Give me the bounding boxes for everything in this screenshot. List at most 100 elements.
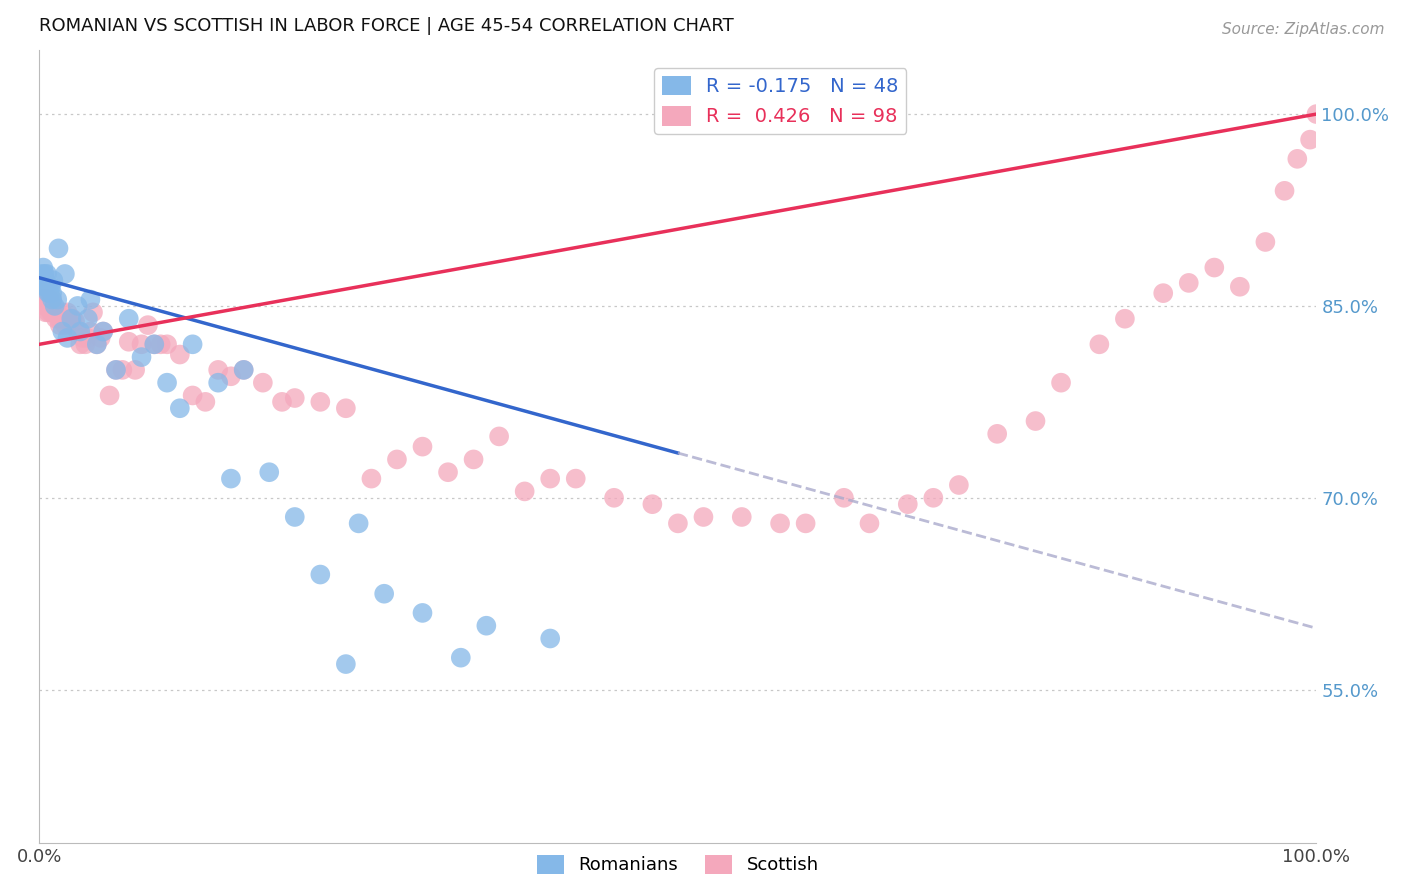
Point — [34, 267, 56, 281]
Point — [41, 293, 63, 307]
Point — [51, 305, 73, 319]
Point — [1152, 286, 1174, 301]
Point — [69, 325, 91, 339]
Point — [91, 325, 114, 339]
Point — [488, 429, 510, 443]
Point — [149, 337, 172, 351]
Point — [66, 325, 89, 339]
Point — [641, 497, 664, 511]
Point — [44, 305, 66, 319]
Point — [60, 311, 83, 326]
Legend: Romanians, Scottish: Romanians, Scottish — [530, 848, 827, 881]
Point — [35, 279, 58, 293]
Point — [42, 273, 65, 287]
Point — [46, 305, 69, 319]
Point — [75, 337, 97, 351]
Point — [56, 305, 79, 319]
Point — [46, 293, 69, 307]
Point — [59, 314, 82, 328]
Point — [37, 299, 59, 313]
Point — [1088, 337, 1111, 351]
Point — [48, 241, 70, 255]
Point — [41, 286, 63, 301]
Point — [257, 465, 280, 479]
Point — [79, 325, 101, 339]
Point — [1114, 311, 1136, 326]
Point — [79, 293, 101, 307]
Point — [437, 465, 460, 479]
Point — [39, 305, 62, 319]
Point — [38, 286, 60, 301]
Point — [603, 491, 626, 505]
Point — [32, 293, 55, 307]
Point — [284, 510, 307, 524]
Point — [373, 587, 395, 601]
Point — [335, 657, 357, 671]
Point — [232, 363, 254, 377]
Point — [34, 299, 56, 313]
Point — [72, 331, 94, 345]
Point — [32, 286, 55, 301]
Point — [463, 452, 485, 467]
Point — [897, 497, 920, 511]
Point — [219, 369, 242, 384]
Point — [986, 426, 1008, 441]
Point — [39, 299, 62, 313]
Point — [169, 347, 191, 361]
Point — [31, 293, 53, 307]
Point — [207, 363, 229, 377]
Point — [41, 293, 63, 307]
Point — [42, 305, 65, 319]
Point — [271, 395, 294, 409]
Point — [35, 279, 58, 293]
Point — [1204, 260, 1226, 275]
Point — [335, 401, 357, 416]
Point — [1305, 107, 1327, 121]
Point — [49, 311, 72, 326]
Point — [44, 299, 66, 313]
Point — [48, 311, 70, 326]
Point — [53, 267, 76, 281]
Point — [832, 491, 855, 505]
Point — [411, 440, 433, 454]
Text: ROMANIAN VS SCOTTISH IN LABOR FORCE | AGE 45-54 CORRELATION CHART: ROMANIAN VS SCOTTISH IN LABOR FORCE | AG… — [39, 17, 734, 35]
Point — [131, 350, 153, 364]
Point — [37, 286, 59, 301]
Point — [284, 391, 307, 405]
Point — [347, 516, 370, 531]
Point — [131, 337, 153, 351]
Point — [32, 260, 55, 275]
Point — [37, 305, 59, 319]
Point — [104, 363, 127, 377]
Point — [31, 267, 53, 281]
Point — [858, 516, 880, 531]
Point — [309, 395, 332, 409]
Point — [143, 337, 166, 351]
Point — [124, 363, 146, 377]
Point — [55, 311, 77, 326]
Point — [731, 510, 754, 524]
Point — [1274, 184, 1296, 198]
Point — [769, 516, 792, 531]
Point — [666, 516, 689, 531]
Point — [475, 618, 498, 632]
Point — [1254, 235, 1277, 249]
Point — [49, 318, 72, 332]
Point — [53, 318, 76, 332]
Point — [118, 311, 141, 326]
Point — [156, 376, 179, 390]
Point — [60, 318, 83, 332]
Point — [34, 279, 56, 293]
Point — [1286, 152, 1309, 166]
Point — [35, 267, 58, 281]
Point — [69, 337, 91, 351]
Point — [51, 325, 73, 339]
Point — [38, 293, 60, 307]
Point — [56, 331, 79, 345]
Point — [45, 311, 67, 326]
Point — [450, 650, 472, 665]
Point — [136, 318, 159, 332]
Point — [86, 337, 108, 351]
Point — [143, 337, 166, 351]
Point — [194, 395, 217, 409]
